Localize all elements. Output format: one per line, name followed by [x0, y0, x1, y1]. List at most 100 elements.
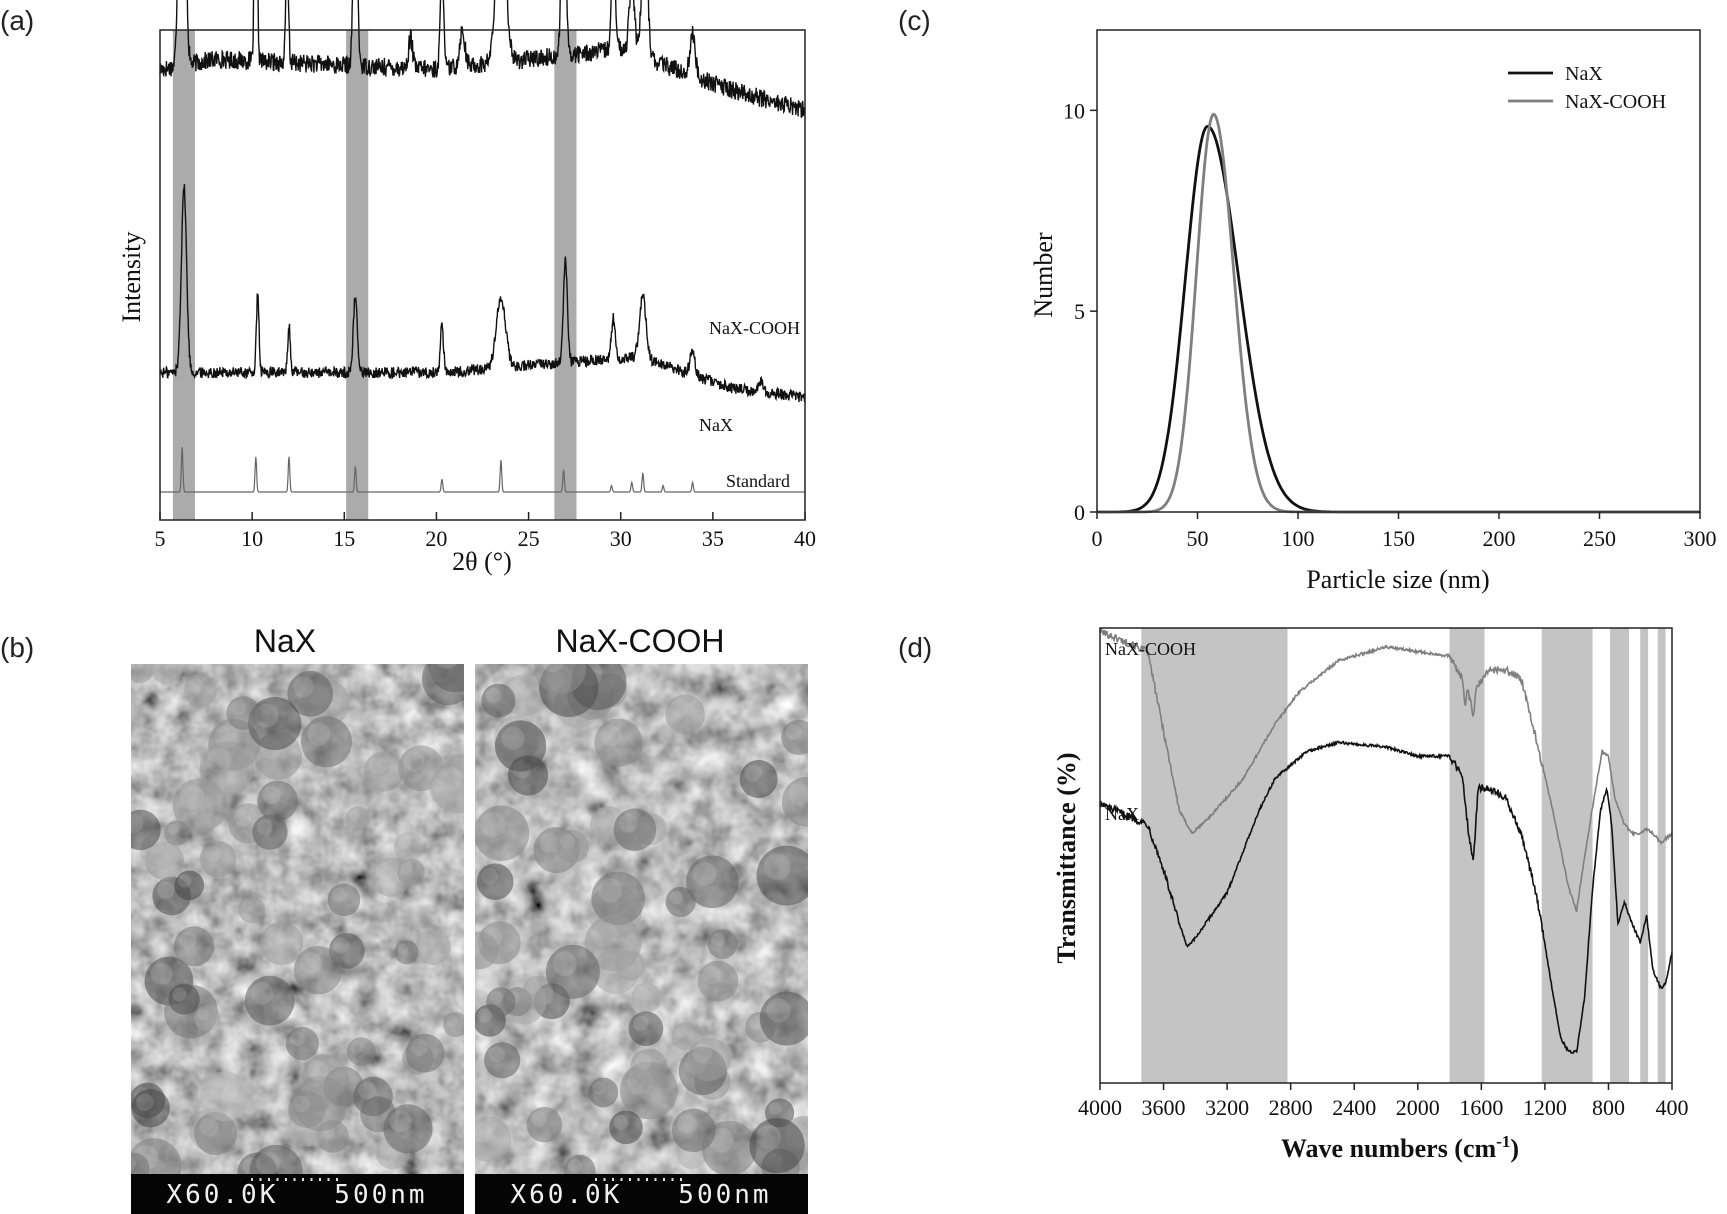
particle-size-x-tick-label-4: 200: [1483, 526, 1516, 551]
particle-size-y-tick-label-2: 10: [1063, 98, 1085, 123]
sem-particle: [671, 1108, 716, 1153]
sem-particle: [591, 871, 646, 926]
sem-particle: [293, 945, 343, 995]
sem-particle: [288, 1090, 326, 1128]
sem-image-nax-cooh: X60.0K 500nm: [475, 664, 808, 1214]
ftir-band-1: [1449, 628, 1485, 1083]
sem-particle: [594, 718, 643, 767]
sem-particle-highlight: [262, 785, 281, 805]
sem-particle: [394, 940, 419, 965]
sem-particle-highlight: [592, 921, 618, 948]
sem-particle: [687, 1037, 731, 1082]
sem-particle-highlight: [766, 998, 791, 1023]
xrd-x-tick-label-0: 5: [155, 526, 166, 551]
sem-scale-dot: [285, 1178, 287, 1181]
sem-particle-highlight: [307, 1059, 329, 1081]
sem-particle-highlight: [179, 785, 205, 810]
sem-scale-dot: [336, 1178, 338, 1181]
sem-particle: [475, 805, 530, 861]
ftir-series-label-nax-cooh: NaX-COOH: [1105, 639, 1196, 659]
sem-particle-highlight: [256, 1151, 281, 1174]
sem-particle: [481, 683, 516, 718]
xrd-band-0: [172, 30, 196, 520]
sem-particle-highlight: [197, 1008, 210, 1021]
sem-particle-highlight: [475, 936, 483, 954]
sem-particle-highlight: [289, 1031, 305, 1046]
sem-particle: [588, 1077, 619, 1108]
particle-size-x-tick-label-5: 250: [1583, 526, 1616, 551]
ftir-x-axis-title-superscript: -1: [1496, 1132, 1510, 1151]
sem-particle-highlight: [333, 937, 350, 954]
xrd-chart: 5 10 15 20 25 30 35 40 2θ (°) Intensity NaX-COO…: [117, 0, 816, 576]
sem-particle: [534, 664, 587, 695]
ftir-x-tick-label-6: 1600: [1459, 1095, 1503, 1120]
sem-scale-dot: [680, 1178, 682, 1181]
sem-scale-dot: [327, 1178, 330, 1181]
sem-particle: [131, 1152, 150, 1174]
sem-particle-highlight: [206, 748, 232, 773]
xrd-x-tick-label-5: 30: [610, 526, 632, 551]
sem-particle: [226, 696, 261, 731]
ftir-band-0: [1141, 628, 1288, 1083]
sem-image-nax: X60.0K 500nm: [131, 664, 464, 1214]
sem-particle-highlight: [692, 1043, 713, 1063]
sem-particle: [353, 1076, 393, 1117]
xrd-band-2: [554, 30, 577, 520]
sem-particle-highlight: [155, 664, 170, 672]
sem-particle: [383, 1104, 433, 1154]
sem-particle: [168, 983, 200, 1015]
sem-particle-highlight: [206, 1077, 229, 1101]
sem-particle: [249, 1144, 303, 1174]
sem-scale-dot: [603, 1178, 606, 1181]
sem-particle: [259, 921, 304, 966]
ftir-series: [1099, 627, 1673, 1055]
sem-particle-highlight: [702, 965, 721, 985]
sem-particle-highlight: [531, 1111, 547, 1128]
sem-title-nax: NaX: [254, 623, 316, 659]
ftir-series-labels: NaX-COOH NaX: [1105, 639, 1196, 824]
sem-particle: [613, 808, 657, 852]
sem-particle: [415, 929, 451, 966]
sem-scale-dot: [620, 1178, 623, 1181]
sem-particle-highlight: [131, 814, 144, 833]
sem-scale-dot: [319, 1178, 321, 1181]
sem-particle-highlight: [764, 853, 792, 881]
sem-particle-highlight: [480, 812, 506, 838]
ftir-x-tick-label-1: 3600: [1142, 1095, 1186, 1120]
sem-particle: [701, 1120, 757, 1174]
sem-scale-dot: [671, 1178, 674, 1181]
sem-particle-highlight: [300, 952, 322, 974]
sem-particle-highlight: [400, 861, 413, 875]
sem-particle: [183, 673, 218, 708]
sem-particle-highlight: [526, 979, 541, 994]
sem-particle-highlight: [756, 1124, 782, 1150]
legend-label-nax-cooh: NaX-COOH: [1565, 91, 1666, 113]
particle-size-y-tick-label-0: 0: [1074, 500, 1085, 525]
sem-particle-highlight: [131, 664, 143, 672]
sem-scale-dot: [293, 1178, 296, 1181]
sem-particle: [151, 664, 183, 685]
sem-particle-highlight: [785, 724, 802, 741]
sem-particle: [363, 751, 405, 792]
ftir-x-axis-title-main: Wave numbers (cm: [1281, 1134, 1497, 1163]
sem-particle: [475, 931, 499, 970]
sem-particle: [405, 1033, 445, 1073]
sem-particle-highlight: [768, 1102, 782, 1116]
sem-particle-highlight: [199, 1117, 219, 1137]
ftir-x-tick-label-7: 1200: [1523, 1095, 1567, 1120]
sem-particle: [486, 987, 516, 1017]
sem-particle-highlight: [331, 887, 347, 903]
sem-particle: [199, 840, 237, 878]
sem-particle-highlight: [375, 862, 394, 881]
sem-particle-highlight: [598, 878, 623, 903]
sem-particle: [631, 982, 662, 1013]
sem-scale-dot: [637, 1178, 640, 1181]
xrd-series-standard: [160, 447, 805, 493]
sem-particle: [494, 720, 547, 772]
sem-particle-highlight: [419, 933, 436, 950]
sem-particle: [759, 991, 808, 1046]
sem-particle-highlight: [397, 943, 409, 955]
sem-particle: [347, 1037, 376, 1066]
sem-particle: [545, 944, 600, 999]
sem-particle-highlight: [788, 783, 808, 806]
